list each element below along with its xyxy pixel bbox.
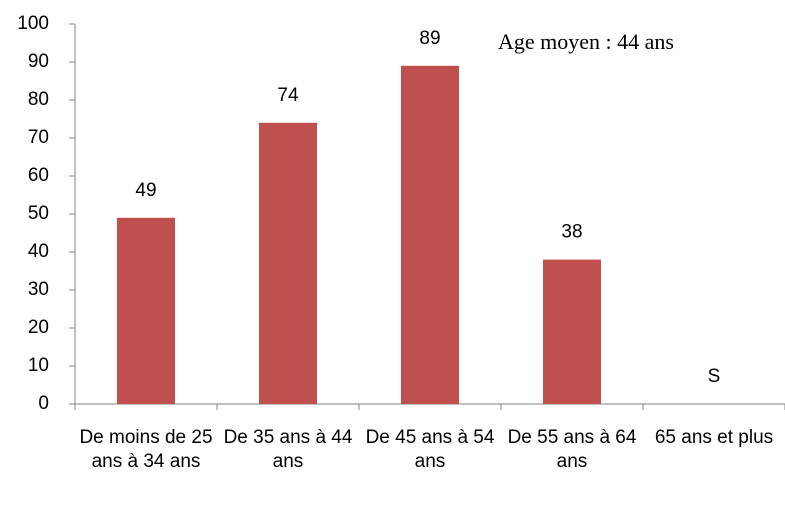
y-tick-label: 50 — [28, 203, 49, 224]
data-label: 89 — [419, 28, 440, 49]
data-label: 49 — [135, 180, 156, 201]
x-tick-label: De 55 ans à 64 ans — [507, 427, 637, 472]
x-tick-label: 65 ans et plus — [654, 427, 774, 448]
y-tick-label: 10 — [28, 355, 49, 376]
annotation: Age moyen : 44 ans — [498, 29, 674, 54]
y-tick-label: 80 — [28, 89, 49, 110]
bar — [259, 122, 317, 405]
bar — [117, 217, 175, 404]
y-tick-label: 70 — [28, 127, 49, 148]
y-tick-label: 90 — [28, 51, 49, 72]
bar — [401, 65, 459, 405]
y-tick-label: 20 — [28, 317, 49, 338]
x-tick-label: De moins de 25 ans à 34 ans — [79, 427, 213, 472]
y-tick-label: 30 — [28, 279, 49, 300]
x-tick-label: De 35 ans à 44 ans — [223, 427, 353, 472]
bar — [543, 259, 601, 404]
x-tick-label: De 45 ans à 54 ans — [365, 427, 495, 472]
data-label: S — [708, 366, 721, 387]
y-tick-label: 100 — [17, 13, 49, 34]
y-tick-label: 0 — [38, 393, 49, 414]
y-tick-label: 60 — [28, 165, 49, 186]
y-tick-label: 40 — [28, 241, 49, 262]
data-label: 74 — [277, 85, 299, 106]
data-label: 38 — [561, 222, 582, 243]
